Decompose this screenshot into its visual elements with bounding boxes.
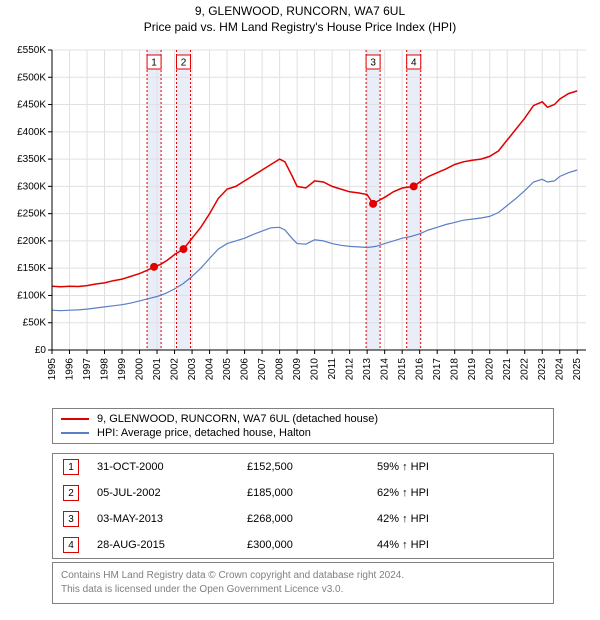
svg-text:2017: 2017 [432,358,443,381]
svg-text:£400K: £400K [17,127,46,138]
svg-text:£250K: £250K [17,209,46,220]
svg-text:£500K: £500K [17,72,46,83]
chart-subtitle: Price paid vs. HM Land Registry's House … [0,18,600,34]
sale-date: 05-JUL-2002 [97,487,247,499]
svg-text:1: 1 [151,58,157,69]
svg-text:2001: 2001 [152,358,163,381]
sale-pct: 62% ↑ HPI [377,487,429,499]
svg-text:2018: 2018 [450,358,461,381]
price-chart: £0 £50K £100K £150K £200K £250K £300K £350K £400… [0,44,600,400]
sale-date: 28-AUG-2015 [97,539,247,551]
svg-text:2: 2 [181,58,187,69]
legend-swatch [61,432,89,434]
svg-text:2019: 2019 [467,358,478,381]
svg-text:£200K: £200K [17,236,46,247]
sale-badge: 1 [63,459,79,475]
svg-text:1998: 1998 [100,358,111,381]
svg-text:2006: 2006 [240,358,251,381]
svg-text:2025: 2025 [572,358,583,381]
sale-badge: 3 [63,511,79,527]
footer-line: Contains HM Land Registry data © Crown c… [61,569,545,583]
svg-text:2008: 2008 [275,358,286,381]
sale-pct: 42% ↑ HPI [377,513,429,525]
sale-date: 03-MAY-2013 [97,513,247,525]
chart-area: £0 £50K £100K £150K £200K £250K £300K £350K £400… [0,44,600,400]
svg-text:2010: 2010 [310,358,321,381]
svg-text:2002: 2002 [170,358,181,381]
svg-text:3: 3 [370,58,376,69]
sale-pct: 44% ↑ HPI [377,539,429,551]
sale-badge: 4 [63,537,79,553]
sale-price: £185,000 [247,487,377,499]
svg-text:2023: 2023 [537,358,548,381]
svg-text:1995: 1995 [47,358,58,381]
svg-text:2005: 2005 [222,358,233,381]
sale-date: 31-OCT-2000 [97,461,247,473]
legend-swatch [61,418,89,420]
legend: 9, GLENWOOD, RUNCORN, WA7 6UL (detached … [52,408,554,444]
svg-text:2021: 2021 [502,358,513,381]
svg-text:2014: 2014 [380,358,391,381]
svg-text:£450K: £450K [17,100,46,111]
legend-label: HPI: Average price, detached house, Halt… [97,427,311,439]
svg-text:2020: 2020 [485,358,496,381]
sale-price: £152,500 [247,461,377,473]
sale-price: £300,000 [247,539,377,551]
footer-line: This data is licensed under the Open Gov… [61,583,545,597]
svg-text:1999: 1999 [117,358,128,381]
svg-text:4: 4 [411,58,417,69]
table-row: 3 03-MAY-2013 £268,000 42% ↑ HPI [53,506,553,532]
svg-text:£300K: £300K [17,181,46,192]
sale-pct: 59% ↑ HPI [377,461,429,473]
svg-text:2015: 2015 [397,358,408,381]
table-row: 1 31-OCT-2000 £152,500 59% ↑ HPI [53,454,553,480]
table-row: 4 28-AUG-2015 £300,000 44% ↑ HPI [53,532,553,558]
legend-label: 9, GLENWOOD, RUNCORN, WA7 6UL (detached … [97,413,378,425]
svg-text:2016: 2016 [415,358,426,381]
table-row: 2 05-JUL-2002 £185,000 62% ↑ HPI [53,480,553,506]
svg-text:2013: 2013 [362,358,373,381]
svg-text:2003: 2003 [187,358,198,381]
svg-text:£550K: £550K [17,45,46,56]
chart-title: 9, GLENWOOD, RUNCORN, WA7 6UL [0,4,600,18]
legend-item: 9, GLENWOOD, RUNCORN, WA7 6UL (detached … [61,412,545,426]
svg-text:2011: 2011 [327,358,338,380]
svg-text:2007: 2007 [257,358,268,381]
svg-text:£0: £0 [35,345,47,356]
svg-text:£150K: £150K [17,263,46,274]
svg-text:2024: 2024 [555,358,566,381]
svg-text:1996: 1996 [65,358,76,381]
sales-table: 1 31-OCT-2000 £152,500 59% ↑ HPI 2 05-JU… [52,453,554,559]
svg-text:2022: 2022 [520,358,531,381]
svg-text:2004: 2004 [205,358,216,381]
svg-text:£350K: £350K [17,154,46,165]
svg-text:1997: 1997 [82,358,93,381]
svg-text:£100K: £100K [17,290,46,301]
attribution: Contains HM Land Registry data © Crown c… [52,562,554,604]
sale-price: £268,000 [247,513,377,525]
legend-item: HPI: Average price, detached house, Halt… [61,426,545,440]
svg-text:£50K: £50K [23,318,47,329]
svg-text:2000: 2000 [135,358,146,381]
sale-badge: 2 [63,485,79,501]
svg-text:2012: 2012 [345,358,356,381]
svg-text:2009: 2009 [292,358,303,381]
